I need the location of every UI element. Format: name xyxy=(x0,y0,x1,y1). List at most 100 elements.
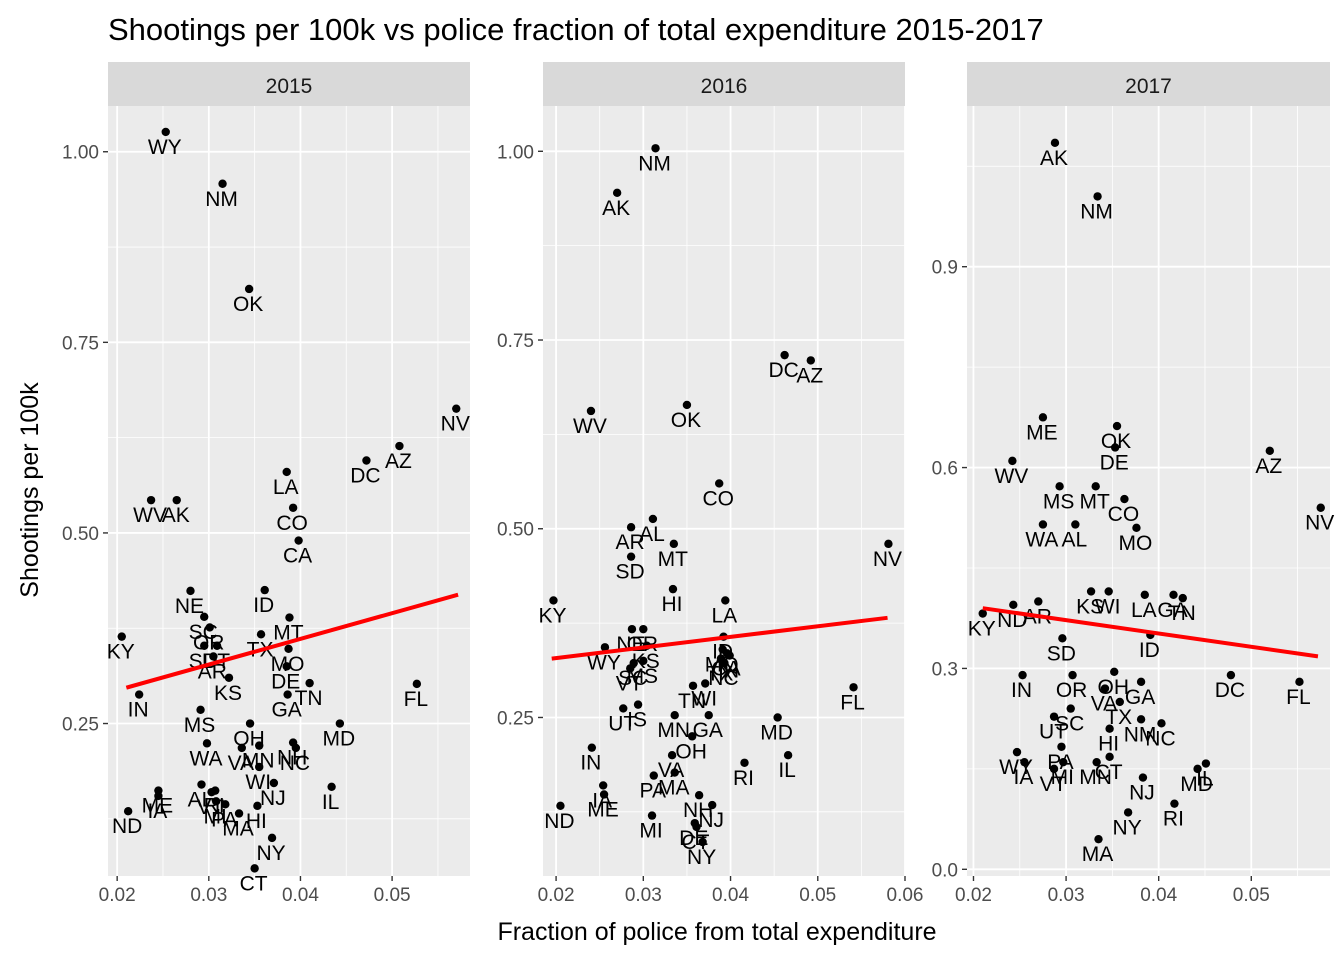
point-label-ny: NY xyxy=(256,842,285,865)
point-label-ak: AK xyxy=(1040,147,1068,170)
point-ok xyxy=(682,400,692,410)
point-mo xyxy=(1132,523,1141,533)
point-nv xyxy=(1316,503,1325,512)
point-label-oh: OH xyxy=(1097,676,1129,699)
x-tick-label: 0.06 xyxy=(887,885,924,906)
point-dc xyxy=(780,350,789,360)
point-vt xyxy=(1049,764,1059,774)
point-ky xyxy=(978,609,987,618)
point-label-ct: CT xyxy=(682,831,710,854)
point-tn xyxy=(305,678,314,688)
point-wi xyxy=(255,762,264,772)
y-tick-label: 0.25 xyxy=(62,715,99,736)
x-tick-label: 0.05 xyxy=(1233,885,1270,906)
panel-background xyxy=(967,106,1330,876)
point-il xyxy=(783,751,793,760)
x-tick-label: 0.03 xyxy=(190,885,227,906)
point-label-az: AZ xyxy=(1255,455,1282,478)
point-label-pa: PA xyxy=(640,780,666,803)
point-dc xyxy=(362,456,371,465)
point-or xyxy=(639,624,648,634)
point-label-ct: CT xyxy=(240,872,268,895)
x-tick-label: 0.04 xyxy=(712,885,749,906)
y-tick-label: 1.00 xyxy=(497,142,534,163)
point-label-fl: FL xyxy=(1286,686,1311,709)
point-label-hi: HI xyxy=(1098,733,1119,756)
y-tick-label: 0.6 xyxy=(932,459,958,480)
point-ne xyxy=(627,624,637,634)
point-label-wi: WI xyxy=(691,688,717,711)
point-az xyxy=(1265,446,1275,456)
point-label-ok: OK xyxy=(1101,430,1131,453)
point-label-co: CO xyxy=(276,512,308,535)
point-label-mi: MI xyxy=(639,820,662,843)
point-ky xyxy=(549,596,558,605)
point-label-ny: NY xyxy=(687,846,716,869)
facet-strip xyxy=(967,62,1330,106)
facet-strip-label: 2016 xyxy=(701,75,748,98)
point-label-il: IL xyxy=(778,759,796,782)
point-label-me: ME xyxy=(587,798,619,821)
point-label-ma: MA xyxy=(222,817,254,840)
point-label-ga: GA xyxy=(271,699,301,722)
point-label-ks: KS xyxy=(214,682,242,705)
point-ma xyxy=(670,768,679,777)
y-tick-label: 0.25 xyxy=(497,708,534,729)
point-dc xyxy=(1226,670,1236,680)
point-id xyxy=(260,585,269,595)
point-label-tn: TN xyxy=(295,687,323,710)
point-ny xyxy=(1123,808,1133,817)
point-md xyxy=(1193,764,1202,774)
point-il xyxy=(327,782,336,792)
point-ms xyxy=(1055,482,1064,491)
trend-line xyxy=(982,606,1319,659)
point-label-wv: WV xyxy=(133,504,167,527)
point-label-il: IL xyxy=(1196,768,1214,791)
point-label-id: ID xyxy=(1139,639,1160,662)
point-label-oh: OH xyxy=(675,740,707,763)
x-tick-label: 0.04 xyxy=(1140,885,1177,906)
point-label-co: CO xyxy=(702,487,734,510)
point-md xyxy=(335,719,345,728)
facet-2017: 2017 0.02 0.03 0.04 0.05 0.0 0.3 0.6 0.9 AK NM ME OK… xyxy=(932,62,1334,906)
point-mo xyxy=(284,644,293,654)
point-label-va: VA xyxy=(228,752,254,775)
point-hi xyxy=(1105,724,1114,733)
point-label-ms: MS xyxy=(1043,490,1075,513)
point-sd xyxy=(200,641,209,650)
point-ok xyxy=(244,284,254,294)
point-la xyxy=(282,467,291,477)
point-label-nc: NC xyxy=(280,752,310,775)
point-hi xyxy=(668,584,678,594)
point-nd xyxy=(123,806,133,816)
point-label-ca: CA xyxy=(711,657,740,680)
point-label-mi: MI xyxy=(203,805,226,828)
point-ut xyxy=(212,641,222,650)
point-label-id: ID xyxy=(253,594,274,617)
point-label-md: MD xyxy=(760,721,793,744)
point-mt xyxy=(285,613,294,622)
point-label-mo: MO xyxy=(1119,532,1153,555)
point-label-in: IN xyxy=(580,752,601,775)
point-ma xyxy=(234,809,244,818)
point-oh xyxy=(245,719,255,728)
y-tick-label: 0.75 xyxy=(497,331,534,352)
point-label-mn: MN xyxy=(657,719,690,742)
point-az xyxy=(806,356,815,365)
point-ks xyxy=(1086,587,1096,596)
point-label-ks: KS xyxy=(1076,595,1104,618)
y-tick-label: 1.00 xyxy=(62,143,99,164)
point-label-sd: SD xyxy=(1047,642,1076,665)
point-nm xyxy=(651,144,660,153)
point-al xyxy=(648,514,658,524)
point-wv xyxy=(146,495,156,505)
point-tn xyxy=(688,681,698,690)
point-ky xyxy=(117,632,126,641)
point-fl xyxy=(849,683,858,692)
point-label-il: IL xyxy=(322,791,340,814)
point-nc xyxy=(291,743,301,753)
point-ga xyxy=(1169,590,1178,599)
point-mi xyxy=(211,797,221,806)
point-label-me: ME xyxy=(142,795,174,818)
point-sc xyxy=(200,612,209,621)
